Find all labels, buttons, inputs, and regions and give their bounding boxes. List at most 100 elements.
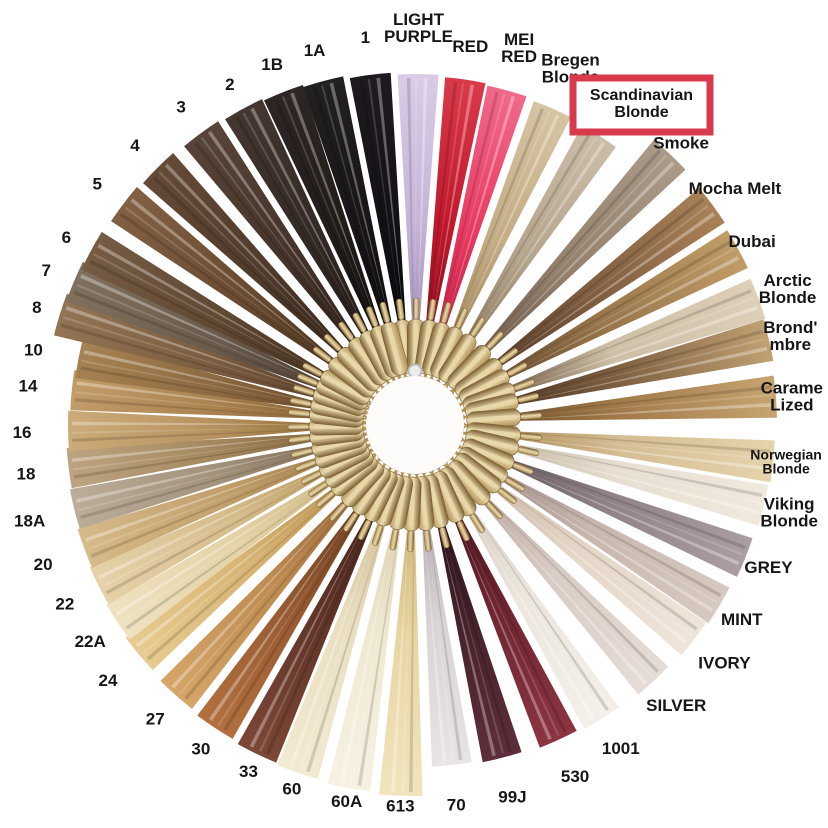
hair-streak bbox=[98, 468, 325, 580]
hair-streak bbox=[454, 111, 551, 334]
swatch-6 bbox=[81, 231, 333, 383]
clip-pin bbox=[301, 471, 322, 485]
hair-streak bbox=[72, 421, 316, 426]
hair-streak bbox=[242, 112, 367, 338]
hair-streak bbox=[79, 274, 324, 385]
hair-streak bbox=[493, 198, 705, 364]
hair-wedge bbox=[160, 494, 354, 709]
label-scandinavian-blonde: Scandinavian Blonde bbox=[590, 87, 693, 121]
label-22a: 22A bbox=[75, 632, 106, 651]
swatch-carame-lized bbox=[510, 375, 777, 421]
swatch-4 bbox=[143, 153, 350, 360]
swatch-light-purple bbox=[397, 74, 439, 330]
clip-pin bbox=[371, 524, 384, 546]
swatch-1a bbox=[302, 76, 394, 334]
label-line: 613 bbox=[386, 797, 414, 816]
swatch-brond-mbre bbox=[507, 319, 774, 406]
label-30: 30 bbox=[191, 739, 210, 758]
label-18a: 18A bbox=[14, 511, 45, 530]
label-light-purple: LIGHT PURPLE bbox=[384, 10, 453, 46]
label-1001: 1001 bbox=[602, 739, 640, 758]
hair-streak bbox=[265, 516, 375, 756]
clip-pin bbox=[486, 331, 504, 350]
clip-pin bbox=[498, 488, 517, 504]
clip-pin bbox=[290, 397, 312, 408]
label-line: 5 bbox=[92, 175, 101, 194]
hair-streak bbox=[401, 524, 412, 792]
swatch-70 bbox=[422, 520, 472, 767]
hair-streak bbox=[208, 507, 359, 722]
hair-streak bbox=[438, 522, 496, 757]
clip-pin bbox=[412, 297, 420, 320]
hair-streak bbox=[508, 297, 755, 390]
hair-streak bbox=[496, 212, 715, 368]
clip-petal-highlight bbox=[420, 324, 432, 371]
label-line: 4 bbox=[130, 136, 140, 155]
label-1: 1 bbox=[361, 28, 370, 47]
hair-wedge bbox=[497, 230, 748, 383]
hair-streak bbox=[503, 256, 740, 380]
swatch-10 bbox=[75, 338, 322, 410]
hair-streak bbox=[367, 78, 402, 326]
hair-streak bbox=[512, 346, 768, 404]
hair-streak bbox=[259, 515, 373, 752]
hair-streak bbox=[73, 290, 322, 389]
hair-streak bbox=[193, 141, 354, 347]
label-8: 8 bbox=[32, 298, 41, 317]
hair-streak bbox=[76, 283, 323, 387]
swatch-1b bbox=[263, 85, 383, 338]
label-line: 18 bbox=[17, 464, 36, 483]
hair-streak bbox=[72, 429, 316, 442]
hair-streak bbox=[83, 350, 318, 404]
hair-streak bbox=[406, 78, 414, 326]
label-brond-mbre: Brond' mbre bbox=[763, 318, 817, 354]
label-7: 7 bbox=[42, 261, 51, 280]
hair-wedge bbox=[77, 455, 327, 568]
hair-streak bbox=[514, 432, 771, 454]
clip-pin bbox=[395, 298, 405, 321]
swatch-dubai bbox=[497, 230, 748, 383]
label-viking-blonde: Viking Blonde bbox=[760, 494, 818, 530]
hair-streak bbox=[469, 509, 603, 715]
clip-petal-highlight bbox=[469, 414, 517, 423]
label-line: Blonde bbox=[762, 461, 810, 477]
label-line: MINT bbox=[721, 610, 763, 629]
clip-pin bbox=[486, 501, 503, 520]
hair-streak bbox=[423, 524, 446, 762]
label-arctic-blonde: Arctic Blonde bbox=[759, 271, 817, 307]
hair-streak bbox=[290, 92, 381, 332]
label-530: 530 bbox=[561, 767, 589, 786]
swatch-3 bbox=[184, 121, 361, 350]
label-line: Smoke bbox=[653, 134, 709, 153]
clip-petal-highlight bbox=[427, 478, 443, 524]
hair-wedge bbox=[507, 319, 774, 406]
hair-wedge bbox=[263, 85, 383, 338]
hair-streak bbox=[179, 500, 350, 695]
hair-streak bbox=[164, 163, 346, 353]
label-line: IVORY bbox=[698, 653, 751, 672]
clip-pin bbox=[323, 333, 342, 352]
label-line: 8 bbox=[32, 298, 41, 317]
clip-pin bbox=[389, 528, 399, 551]
hair-streak bbox=[289, 518, 381, 767]
label-norwegian-blonde: Norwegian Blonde bbox=[750, 447, 822, 477]
hair-streak bbox=[158, 170, 344, 355]
hair-wedge bbox=[510, 431, 775, 483]
hair-wedge bbox=[197, 503, 365, 739]
hair-wedge bbox=[66, 261, 328, 391]
label-dubai: Dubai bbox=[729, 232, 776, 251]
label-3: 3 bbox=[176, 98, 185, 117]
hair-streak bbox=[511, 329, 764, 400]
clip-pin bbox=[505, 477, 525, 492]
hair-streak bbox=[306, 520, 386, 773]
swatch-22 bbox=[89, 465, 332, 605]
hair-streak bbox=[88, 460, 322, 550]
clip-pin bbox=[297, 373, 318, 387]
hair-wedge bbox=[397, 74, 439, 330]
clip-petal-highlight bbox=[436, 474, 459, 519]
hair-streak bbox=[102, 470, 327, 587]
label-14: 14 bbox=[19, 377, 38, 396]
clip-petal-highlight bbox=[324, 375, 367, 401]
